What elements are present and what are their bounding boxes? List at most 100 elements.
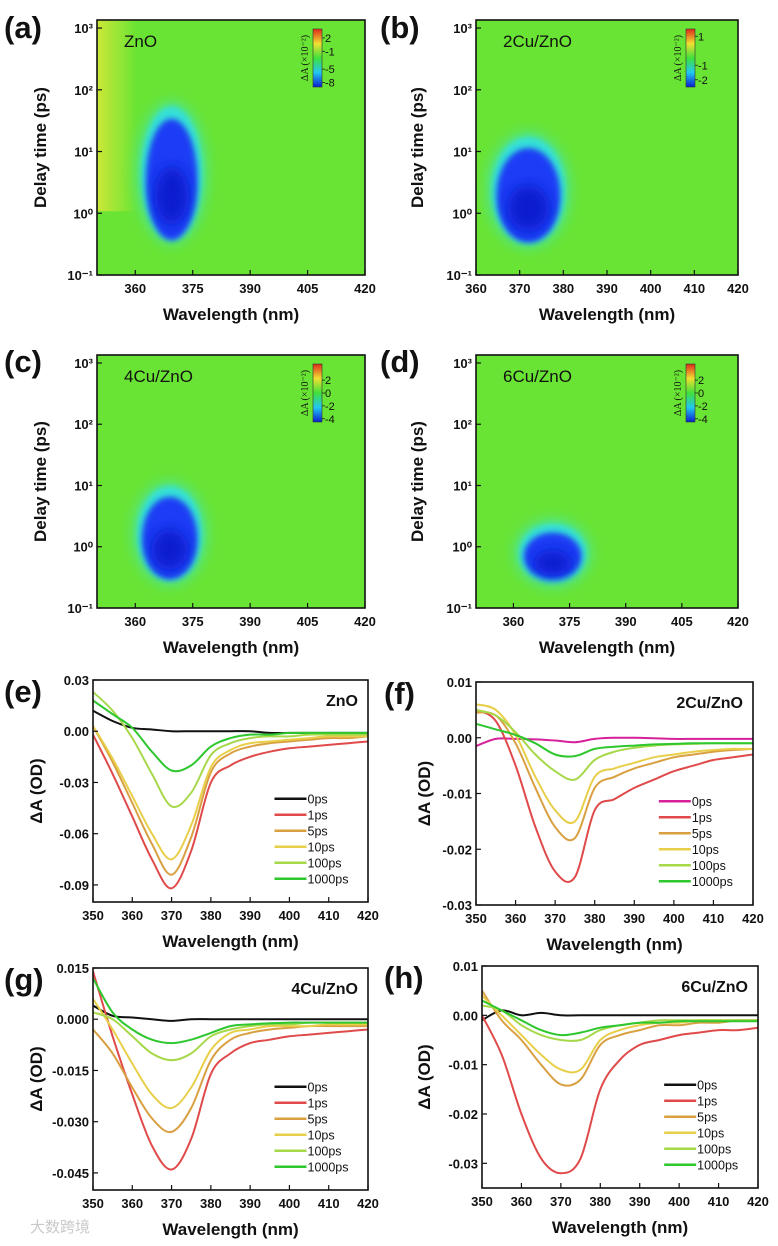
x-tick-label: 370 [550,1194,572,1209]
series-line-10ps [93,998,368,1110]
sample-label: 4Cu/ZnO [291,981,358,998]
bleach-minimum [154,166,189,225]
y-axis-title: ΔA (OD) [415,761,434,826]
panel-e: ZnO 0ps 1ps 5ps 10ps 100ps 1000ps 350 360 370 380 3… [4,673,379,951]
series-line-100ps [93,691,368,809]
legend-label: 0ps [697,1078,717,1092]
x-tick-label: 350 [471,1194,493,1209]
sample-label: 2Cu/ZnO [676,695,743,712]
colorbar-tick-label: 1 [698,31,704,43]
series-line-10ps [476,703,753,825]
legend-label: 100ps [308,1144,342,1158]
x-axis-title: Wavelength (nm) [163,305,299,324]
x-tick-label: 400 [279,908,301,923]
x-tick-label: 420 [727,281,749,296]
x-tick-label: 410 [708,1194,730,1209]
legend-label: 1000ps [308,872,349,886]
x-tick-label: 420 [747,1194,769,1209]
y-tick-label: -0.030 [52,1115,89,1130]
x-tick-label: 375 [182,614,204,629]
colorbar [312,28,323,88]
x-tick-label: 380 [200,1196,222,1211]
x-tick-label: 360 [503,614,525,629]
x-tick-label: 360 [121,1196,143,1211]
colorbar-tick-label: 2 [698,375,704,387]
legend-label: 1000ps [697,1158,738,1172]
y-tick-label: 0.015 [56,961,89,976]
colorbar-tick-label: -1 [325,46,335,58]
series-group [93,971,368,1171]
panel-g: 4Cu/ZnO 0ps 1ps 5ps 10ps 100ps 1000ps 350 360 370… [4,961,379,1239]
legend-label: 1000ps [308,1160,349,1174]
x-axis-title: Wavelength (nm) [162,932,298,951]
colorbar-tick-label: -5 [325,64,335,76]
series-line-1ps [476,708,753,884]
y-tick-label: 10² [453,417,472,432]
panel-h: 6Cu/ZnO 0ps 1ps 5ps 10ps 100ps 1000ps 350 360 370… [384,959,769,1237]
x-tick-label: 390 [239,908,261,923]
series-group [482,990,758,1175]
x-tick-label: 420 [354,614,376,629]
x-tick-label: 410 [318,1196,340,1211]
x-tick-label: 410 [703,911,725,926]
y-tick-label: -0.01 [448,1058,478,1073]
series-line-1ps [482,1014,758,1175]
series-line-10ps [93,725,368,861]
panel-label: (a) [4,10,42,45]
x-tick-label: 380 [589,1194,611,1209]
y-tick-label: 0.00 [447,731,472,746]
series-line-1000ps [93,699,368,773]
legend-label: 1ps [692,811,712,825]
panel-label: (f) [384,676,415,711]
sample-label: 6Cu/ZnO [681,979,748,996]
y-tick-label: 0.03 [64,673,89,688]
y-axis-title: ΔA (OD) [27,1046,46,1111]
y-axis-title: ΔA (OD) [27,758,46,823]
colorbar-tick-label: -2 [698,401,708,413]
colorbar-tick-label: -8 [325,78,335,90]
panel-label: (e) [4,674,42,709]
y-tick-label: 0.000 [56,1012,89,1027]
legend-label: 0ps [692,795,712,809]
series-line-0ps [93,1004,368,1022]
y-axis-title: Delay time (ps) [408,421,427,542]
x-tick-label: 375 [182,281,204,296]
series-line-1ps [93,734,368,890]
x-tick-label: 400 [663,911,685,926]
panel-label: (d) [380,344,420,379]
y-tick-label: 0.00 [453,1008,478,1023]
legend-label: 0ps [308,792,328,806]
legend-label: 5ps [308,824,328,838]
x-tick-label: 350 [82,1196,104,1211]
y-tick-label: 10² [453,83,472,98]
sample-label: 2Cu/ZnO [503,32,572,51]
panel-f: 2Cu/ZnO 0ps 1ps 5ps 10ps 100ps 1000ps 350 360 370… [384,675,764,954]
panel-label: (h) [384,960,424,995]
legend-label: 10ps [308,840,335,854]
x-tick-label: 390 [239,1196,261,1211]
sample-label: ZnO [326,693,358,710]
x-tick-label: 360 [465,281,487,296]
colorbar-tick-label: -4 [325,414,335,426]
colorbar-label: ΔA (×10⁻²) [300,35,311,81]
panel-label: (b) [380,10,420,45]
series-line-1000ps [476,722,753,758]
colorbar-tick-label: 0 [325,388,331,400]
y-tick-label: -0.06 [59,827,89,842]
x-tick-label: 420 [357,1196,379,1211]
legend-label: 1ps [308,1096,328,1110]
colorbar [312,363,323,423]
positive-signal-region [97,20,137,212]
x-axis-title: Wavelength (nm) [539,305,675,324]
legend-label: 100ps [692,859,726,873]
bleach-minimum [507,185,550,232]
legend-label: 10ps [697,1126,724,1140]
plot-area [476,682,753,905]
y-tick-label: 10¹ [74,145,93,160]
x-tick-label: 360 [511,1194,533,1209]
y-tick-label: 10⁰ [73,540,93,555]
x-tick-label: 390 [615,614,637,629]
y-axis-title: ΔA (OD) [415,1044,434,1109]
x-axis-title: Wavelength (nm) [539,638,675,657]
x-tick-label: 400 [279,1196,301,1211]
